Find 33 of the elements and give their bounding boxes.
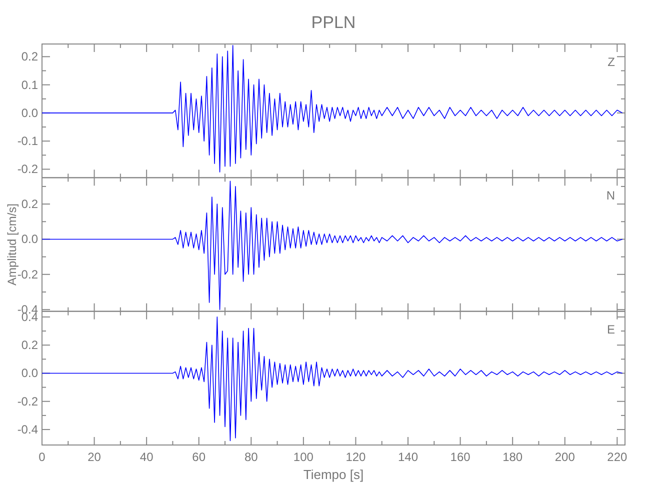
y-tick-label: -0.2 — [17, 162, 38, 176]
annotation: Z — [608, 55, 615, 69]
y-tick-label: 0.0 — [21, 232, 38, 246]
x-tick-label: 200 — [554, 450, 576, 464]
x-tick-label: 120 — [346, 450, 366, 464]
x-tick-label: 220 — [607, 450, 628, 464]
y-tick-label: -0.4 — [17, 422, 38, 437]
x-tick-label: 40 — [140, 450, 154, 464]
x-tick-label: 180 — [502, 450, 523, 464]
x-tick-label: 80 — [244, 450, 258, 464]
x-tick-label: 100 — [293, 450, 314, 464]
x-tick-label: 0 — [38, 450, 46, 464]
y-tick-label: 0.2 — [21, 197, 38, 212]
y-tick-label: -0.2 — [17, 267, 38, 282]
y-tick-label: 0.0 — [21, 106, 38, 120]
line-series — [42, 45, 623, 172]
x-axis-title: Tiempo [s] — [303, 467, 364, 482]
y-tick-label: 0.2 — [21, 50, 38, 64]
y-tick-label: 0.0 — [21, 366, 38, 380]
y-tick-label: -0.2 — [17, 394, 38, 408]
annotation: E — [606, 322, 615, 336]
y-tick-label: -0.1 — [17, 134, 38, 148]
y-tick-label: 0.2 — [21, 338, 38, 352]
x-tick-label: 60 — [192, 450, 206, 464]
y-tick-label: 0.1 — [21, 78, 38, 92]
annotation: N — [606, 188, 615, 203]
y-axis-title: Amplitud [cm/s] — [5, 203, 19, 286]
x-tick-label: 140 — [398, 450, 418, 464]
line-series — [42, 316, 623, 442]
line-series — [42, 180, 623, 310]
x-tick-label: 160 — [450, 450, 471, 464]
x-tick-label: 20 — [88, 450, 102, 464]
chart-title: PPLN — [311, 13, 356, 32]
